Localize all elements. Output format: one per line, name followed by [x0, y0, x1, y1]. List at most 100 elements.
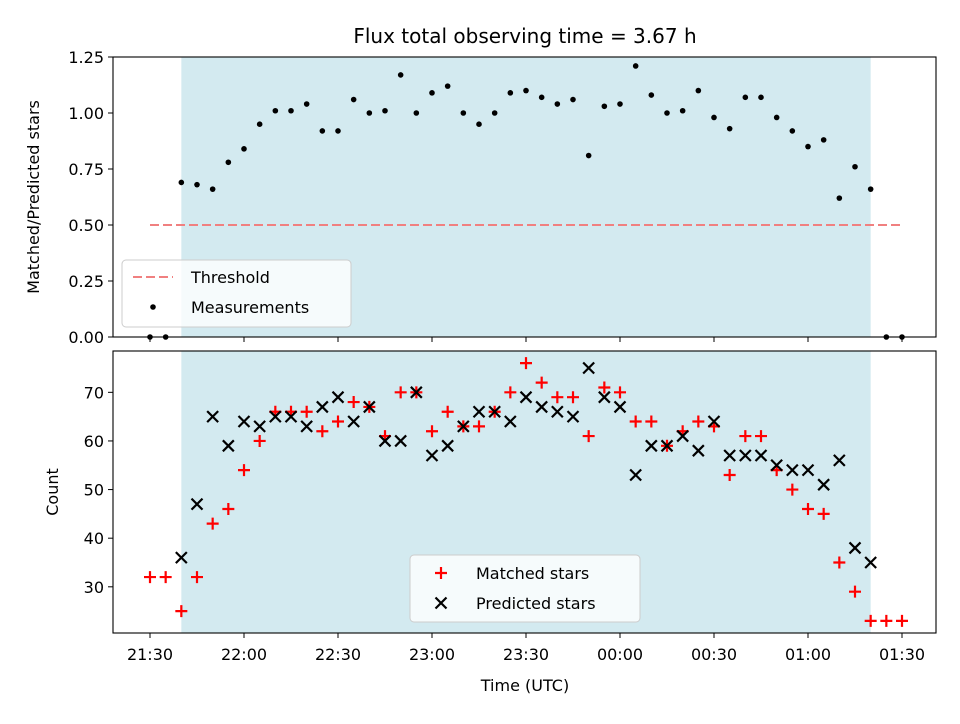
bottom-y-tick-label: 50 — [84, 481, 104, 500]
measurement-point — [758, 94, 764, 101]
matched-star-point — [896, 614, 908, 627]
matched-star-point — [723, 468, 736, 481]
predicted-star-point — [723, 449, 736, 462]
predicted-star-point — [190, 497, 204, 511]
predicted-star-point — [457, 420, 470, 433]
predicted-star-point — [801, 463, 815, 477]
predicted-star-point — [175, 551, 188, 564]
measurement-point — [664, 110, 670, 116]
matched-star-point — [833, 556, 846, 569]
predicted-star-point — [504, 415, 517, 428]
predicted-star-point — [817, 478, 830, 491]
x-tick-label: 01:30 — [879, 645, 925, 664]
bottom-y-tick-label: 60 — [84, 432, 104, 451]
matched-star-point — [175, 605, 188, 618]
predicted-star-point — [347, 415, 360, 428]
measurement-point — [679, 107, 686, 114]
matched-star-point — [332, 415, 344, 428]
measurement-point — [632, 63, 639, 69]
matched-star-point — [222, 503, 235, 516]
measurement-point — [288, 107, 294, 114]
predicted-star-point — [660, 439, 674, 453]
x-tick-label: 22:30 — [315, 645, 361, 664]
top-y-tick-label: 1.00 — [68, 104, 104, 123]
matched-star-point — [551, 391, 564, 404]
bottom-legend: Matched stars Predicted stars — [409, 554, 641, 623]
predicted-star-point — [237, 415, 251, 428]
bottom-y-tick-label: 40 — [84, 529, 104, 548]
predicted-star-point — [551, 405, 564, 419]
matched-star-point — [880, 614, 893, 627]
matched-star-point — [504, 386, 517, 399]
matched-star-point — [473, 420, 485, 433]
measurement-point — [648, 92, 655, 98]
matched-star-point — [692, 415, 705, 428]
predicted-star-point — [707, 415, 721, 428]
matched-star-point — [394, 386, 407, 399]
legend-measurements-label: Measurements — [191, 298, 309, 317]
matched-star-point — [316, 425, 329, 438]
measurement-point — [350, 96, 357, 103]
predicted-star-point — [269, 410, 282, 423]
measurement-point — [272, 107, 279, 114]
predicted-star-point — [331, 390, 345, 404]
measurement-point — [460, 110, 467, 116]
matched-star-point — [144, 571, 156, 584]
measurement-point — [476, 121, 482, 127]
legend-matched-label: Matched stars — [476, 564, 589, 583]
predicted-star-point — [394, 434, 407, 448]
measurement-point — [773, 114, 780, 121]
predicted-star-point — [582, 361, 595, 375]
measurement-point — [852, 163, 858, 170]
measurement-point — [507, 90, 514, 96]
top-y-tick-label: 0.25 — [68, 272, 104, 291]
predicted-star-point — [645, 439, 658, 453]
measurement-point — [256, 121, 263, 127]
measurement-point — [335, 128, 341, 134]
matched-star-point — [645, 415, 658, 428]
predicted-star-point — [519, 390, 533, 404]
predicted-star-point — [754, 449, 768, 462]
measurement-point — [836, 195, 843, 201]
measurement-point — [366, 110, 373, 116]
matched-star-point — [582, 430, 595, 443]
top-y-tick-label: 0.75 — [68, 160, 104, 179]
matched-star-point — [426, 425, 438, 438]
predicted-star-point — [692, 444, 705, 457]
measurement-point — [820, 137, 827, 143]
predicted-star-point — [848, 541, 862, 555]
top-panel: 0.00 0.25 0.50 0.75 1.00 1.25 Threshold Measure… — [68, 48, 937, 347]
legend-threshold-label: Threshold — [190, 268, 270, 287]
predicted-star-point — [739, 449, 752, 462]
predicted-star-point — [598, 390, 611, 404]
predicted-star-point — [441, 439, 454, 453]
x-tick-label: 22:00 — [221, 645, 267, 664]
bottom-panel: 21:30 22:00 22:30 23:00 23:30 00:00 00:30 01:00… — [84, 350, 937, 664]
legend-matched-swatch — [435, 567, 447, 579]
predicted-star-point — [316, 400, 329, 414]
measurement-point — [742, 94, 749, 101]
measurement-point — [178, 179, 185, 186]
measurement-point — [523, 87, 529, 94]
measurement-point — [413, 110, 420, 116]
measurement-point — [241, 146, 247, 152]
measurement-point — [319, 128, 326, 134]
x-tick-label: 23:30 — [503, 645, 549, 664]
predicted-star-point — [629, 468, 642, 482]
matched-star-point — [817, 507, 830, 520]
measurement-point — [382, 107, 388, 114]
matched-star-point — [567, 391, 579, 404]
matched-star-point — [159, 571, 172, 584]
legend-predicted-label: Predicted stars — [476, 594, 596, 613]
matched-star-point — [739, 430, 752, 443]
measurement-point — [194, 181, 200, 188]
predicted-star-point — [363, 400, 376, 414]
predicted-star-point — [472, 405, 486, 419]
top-y-tick-label: 1.25 — [68, 48, 104, 67]
matched-star-point — [755, 430, 767, 443]
matched-star-point — [864, 614, 877, 627]
matched-star-point — [849, 585, 861, 598]
measurement-point — [695, 87, 702, 94]
predicted-star-point — [770, 458, 783, 472]
